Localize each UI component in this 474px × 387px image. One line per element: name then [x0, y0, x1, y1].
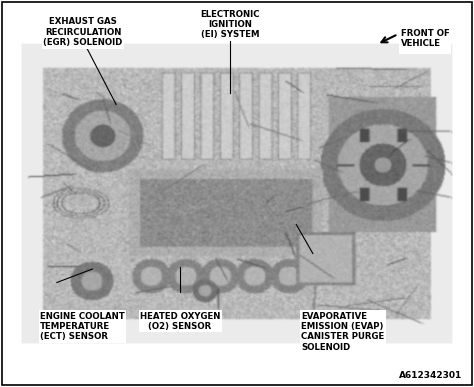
Text: EVAPORATIVE
EMISSION (EVAP)
CANISTER PURGE
SOLENOID: EVAPORATIVE EMISSION (EVAP) CANISTER PUR… [301, 312, 384, 352]
Text: A612342301: A612342301 [399, 371, 462, 380]
Text: ELECTRONIC
IGNITION
(EI) SYSTEM: ELECTRONIC IGNITION (EI) SYSTEM [200, 10, 260, 39]
Text: HEATED OXYGEN
(O2) SENSOR: HEATED OXYGEN (O2) SENSOR [140, 312, 220, 331]
Text: ENGINE COOLANT
TEMPERATURE
(ECT) SENSOR: ENGINE COOLANT TEMPERATURE (ECT) SENSOR [40, 312, 125, 341]
Text: FRONT OF
VEHICLE: FRONT OF VEHICLE [401, 33, 449, 52]
Text: EXHAUST GAS
RECIRCULATION
(EGR) SOLENOID: EXHAUST GAS RECIRCULATION (EGR) SOLENOID [43, 17, 123, 47]
Text: FRONT OF
VEHICLE: FRONT OF VEHICLE [401, 29, 449, 48]
